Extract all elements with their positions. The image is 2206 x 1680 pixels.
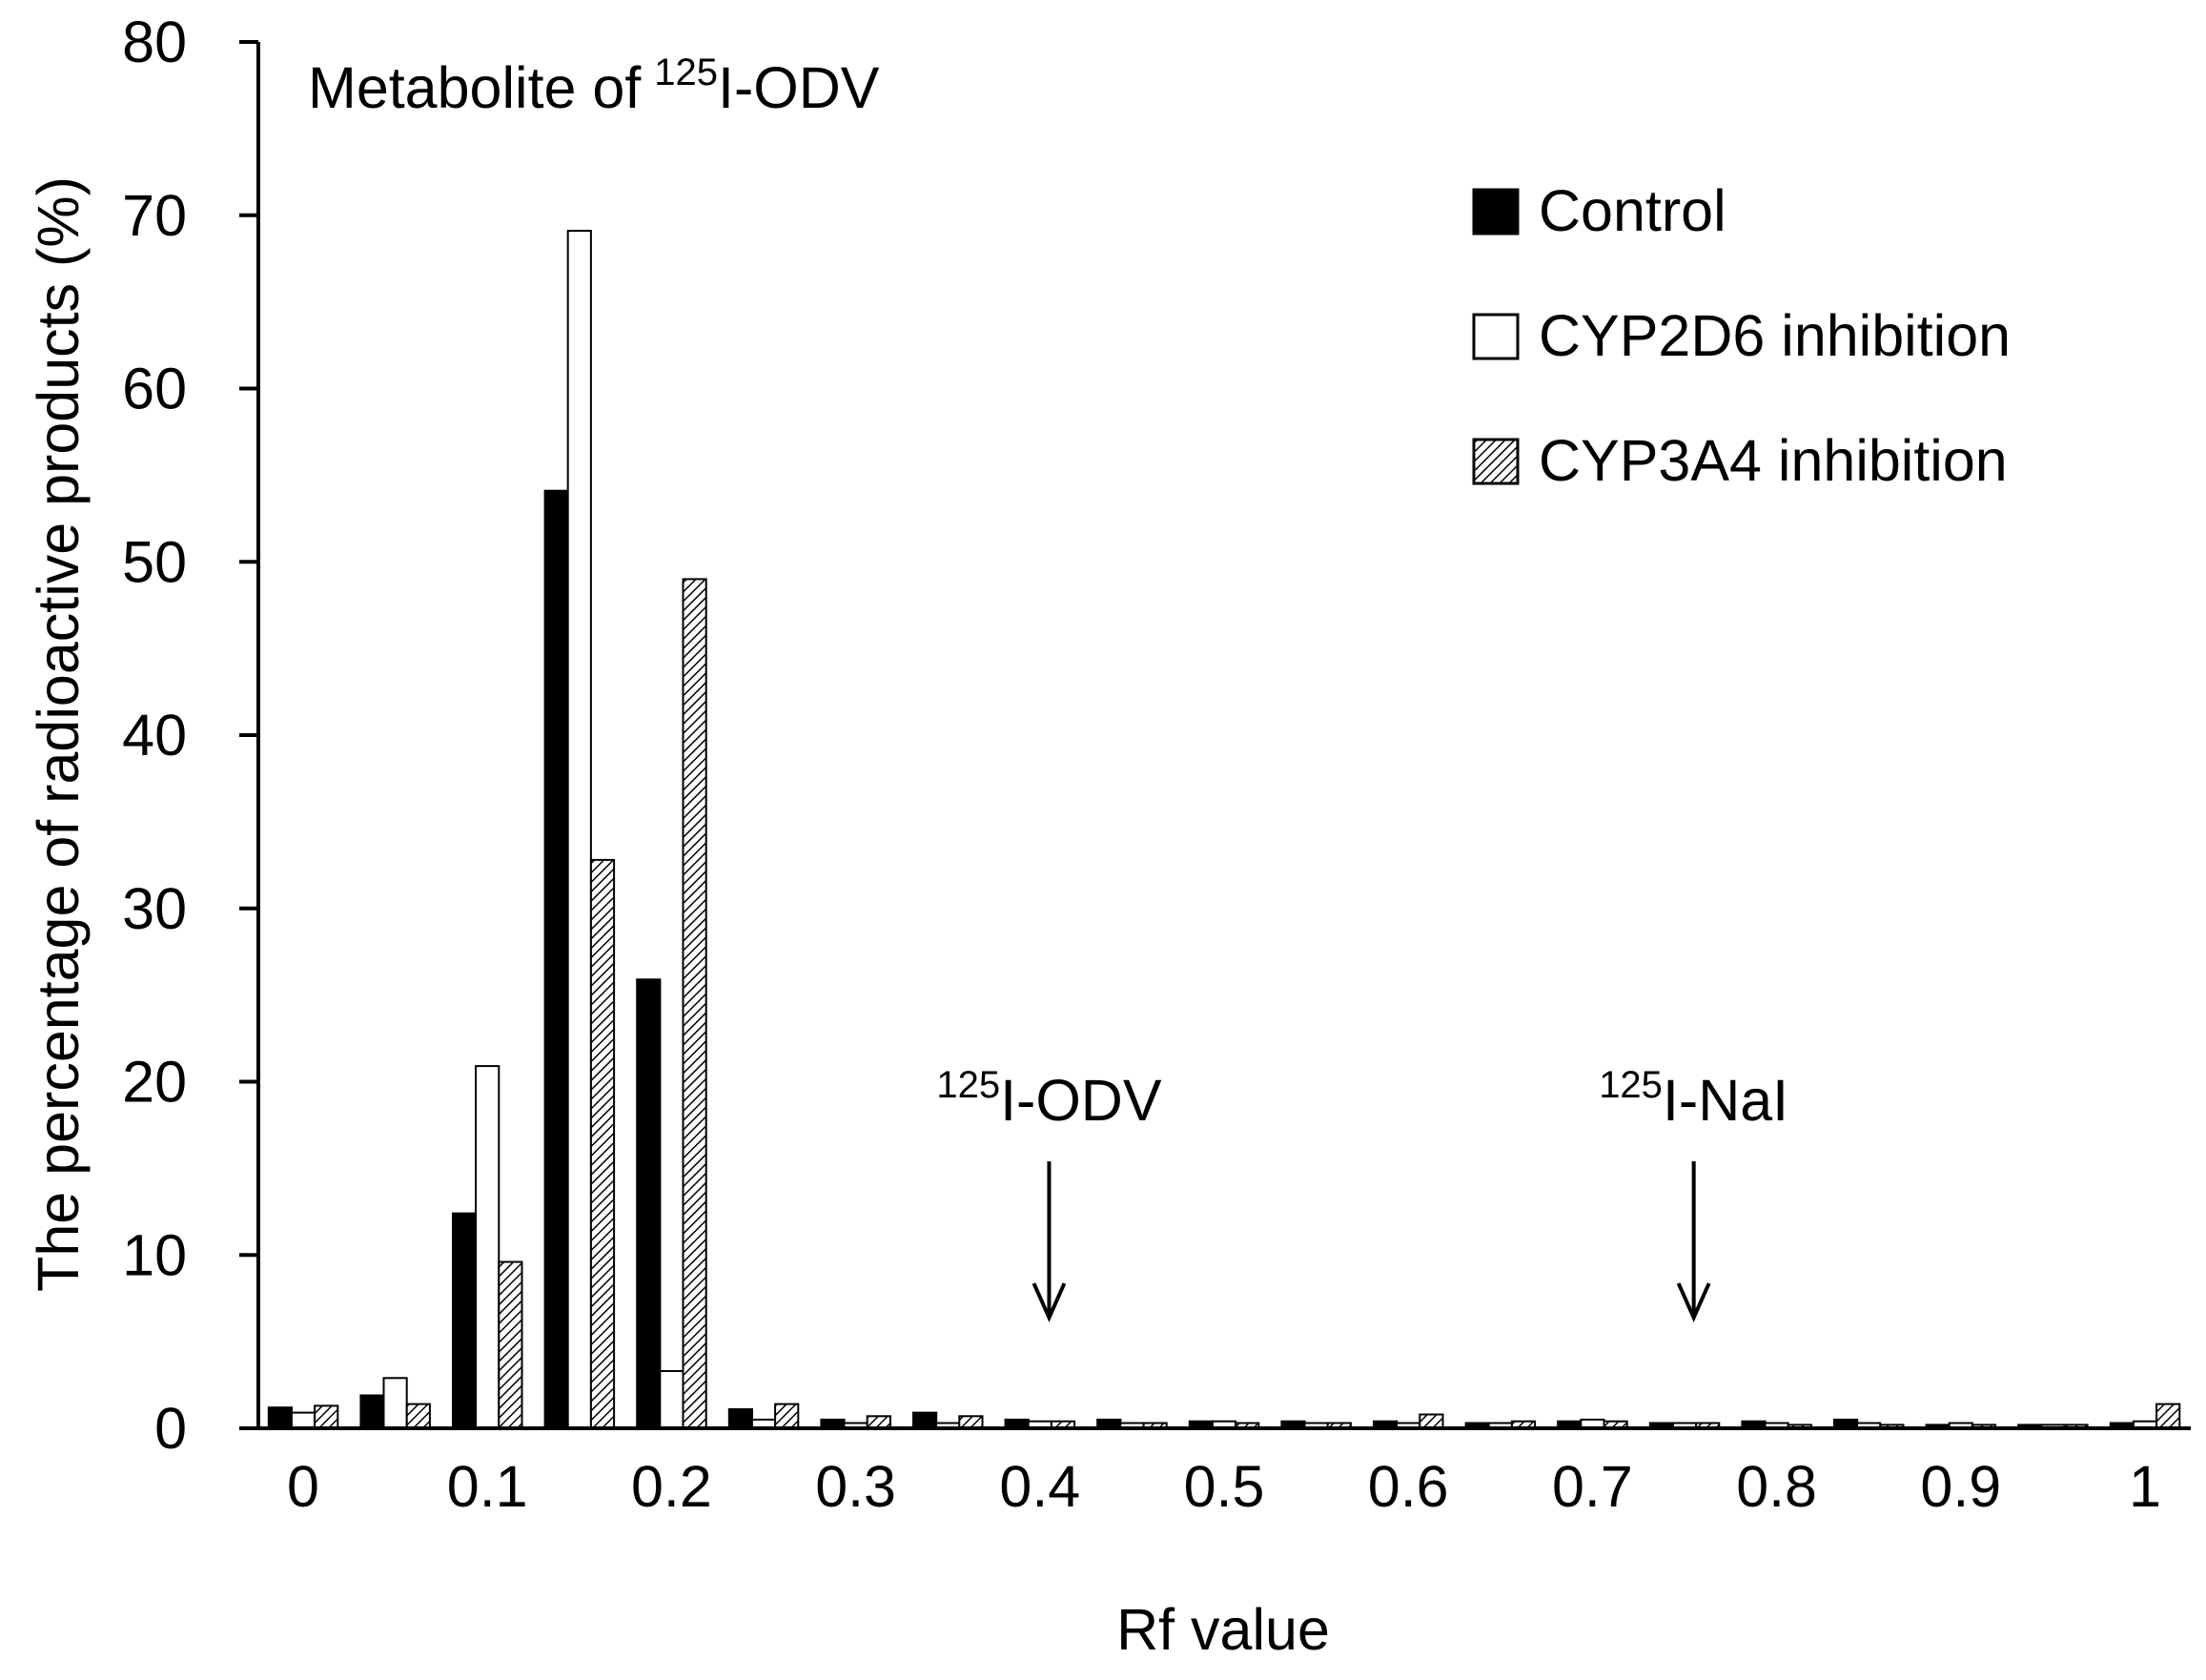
bar-cyp3a4-inhibition-12: [1419, 1413, 1444, 1429]
chart-title: Metabolite of 125I-ODV: [308, 51, 880, 120]
annotation-arrow-head-0: [1032, 1282, 1067, 1322]
bar-cyp3a4-inhibition-20: [2155, 1403, 2181, 1429]
legend-label-open: CYP2D6 inhibition: [1539, 303, 2011, 368]
x-axis-label: Rf value: [1116, 1597, 1330, 1662]
bar-cyp2d6-inhibition-2: [475, 1065, 500, 1429]
x-ticks: 0 0.1 0.2 0.3 0.4 0.5 0.6 0.7 0.8 0.9 1: [287, 1454, 2161, 1519]
y-tick-label-6: 60: [122, 357, 187, 421]
y-axis-label: The percentage of radioactive products (…: [26, 176, 91, 1292]
x-tick-label-8: 0.8: [1736, 1454, 1817, 1519]
x-tick-label-3: 0.3: [815, 1454, 896, 1519]
chart-title-rest: I-ODV: [718, 55, 880, 120]
legend-label-solid: Control: [1539, 178, 1726, 243]
bar-control-1: [359, 1394, 385, 1429]
x-tick-label-0: 0: [287, 1454, 319, 1519]
y-tick-label-3: 30: [122, 876, 187, 941]
y-tick-label-0: 0: [154, 1396, 187, 1461]
y-tick-label-4: 40: [122, 703, 187, 768]
x-tick-label-9: 0.9: [1920, 1454, 2001, 1519]
y-tick-label-1: 10: [122, 1222, 187, 1287]
y-tick-label-2: 20: [122, 1050, 187, 1115]
x-tick-label-7: 0.7: [1552, 1454, 1633, 1519]
bar-cyp3a4-inhibition-1: [405, 1403, 431, 1429]
legend-label-hatched: CYP3A4 inhibition: [1539, 428, 2008, 493]
bars-layer: [267, 230, 2181, 1430]
chart-title-main: Metabolite of: [308, 55, 642, 120]
bar-control-7: [912, 1411, 938, 1429]
annotations: 125I-ODV 125I-NaI: [936, 1064, 1788, 1322]
bar-cyp2d6-inhibition-0: [290, 1411, 317, 1429]
bar-cyp2d6-inhibition-1: [382, 1377, 408, 1430]
annotation-arrow-head-1: [1676, 1282, 1711, 1322]
bar-cyp2d6-inhibition-3: [566, 230, 592, 1430]
bar-control-5: [727, 1408, 753, 1429]
bar-control-0: [267, 1406, 293, 1429]
x-tick-label-6: 0.6: [1368, 1454, 1449, 1519]
bar-cyp3a4-inhibition-2: [498, 1260, 523, 1429]
bar-control-3: [543, 489, 569, 1429]
x-tick-label-5: 0.5: [1184, 1454, 1265, 1519]
legend-swatch-open: [1472, 313, 1520, 360]
bar-cyp3a4-inhibition-4: [682, 578, 707, 1429]
legend: Control CYP2D6 inhibition CYP3A4 inhibitio…: [1472, 178, 2011, 493]
bar-cyp2d6-inhibition-4: [659, 1370, 684, 1429]
annotation-label-1: 125I-NaI: [1599, 1064, 1788, 1133]
bar-control-4: [636, 978, 662, 1430]
x-tick-label-1: 0.1: [447, 1454, 528, 1519]
legend-swatch-solid: [1472, 188, 1520, 236]
bar-control-2: [452, 1212, 478, 1429]
y-tick-label-7: 70: [122, 183, 187, 248]
bar-cyp3a4-inhibition-0: [314, 1404, 339, 1430]
legend-swatch-hatched: [1472, 438, 1520, 485]
y-ticks: 0 10 20 30 40 50 60 70 80: [122, 10, 258, 1461]
y-tick-label-8: 80: [122, 10, 187, 74]
chart-title-sup: 125: [654, 51, 718, 93]
y-tick-label-5: 50: [122, 529, 187, 594]
x-tick-label-4: 0.4: [999, 1454, 1080, 1519]
x-tick-label-10: 1: [2129, 1454, 2161, 1519]
annotation-label-0: 125I-ODV: [936, 1064, 1162, 1133]
bar-cyp3a4-inhibition-5: [774, 1403, 800, 1429]
x-tick-label-2: 0.2: [631, 1454, 712, 1519]
bar-cyp3a4-inhibition-3: [589, 858, 616, 1429]
